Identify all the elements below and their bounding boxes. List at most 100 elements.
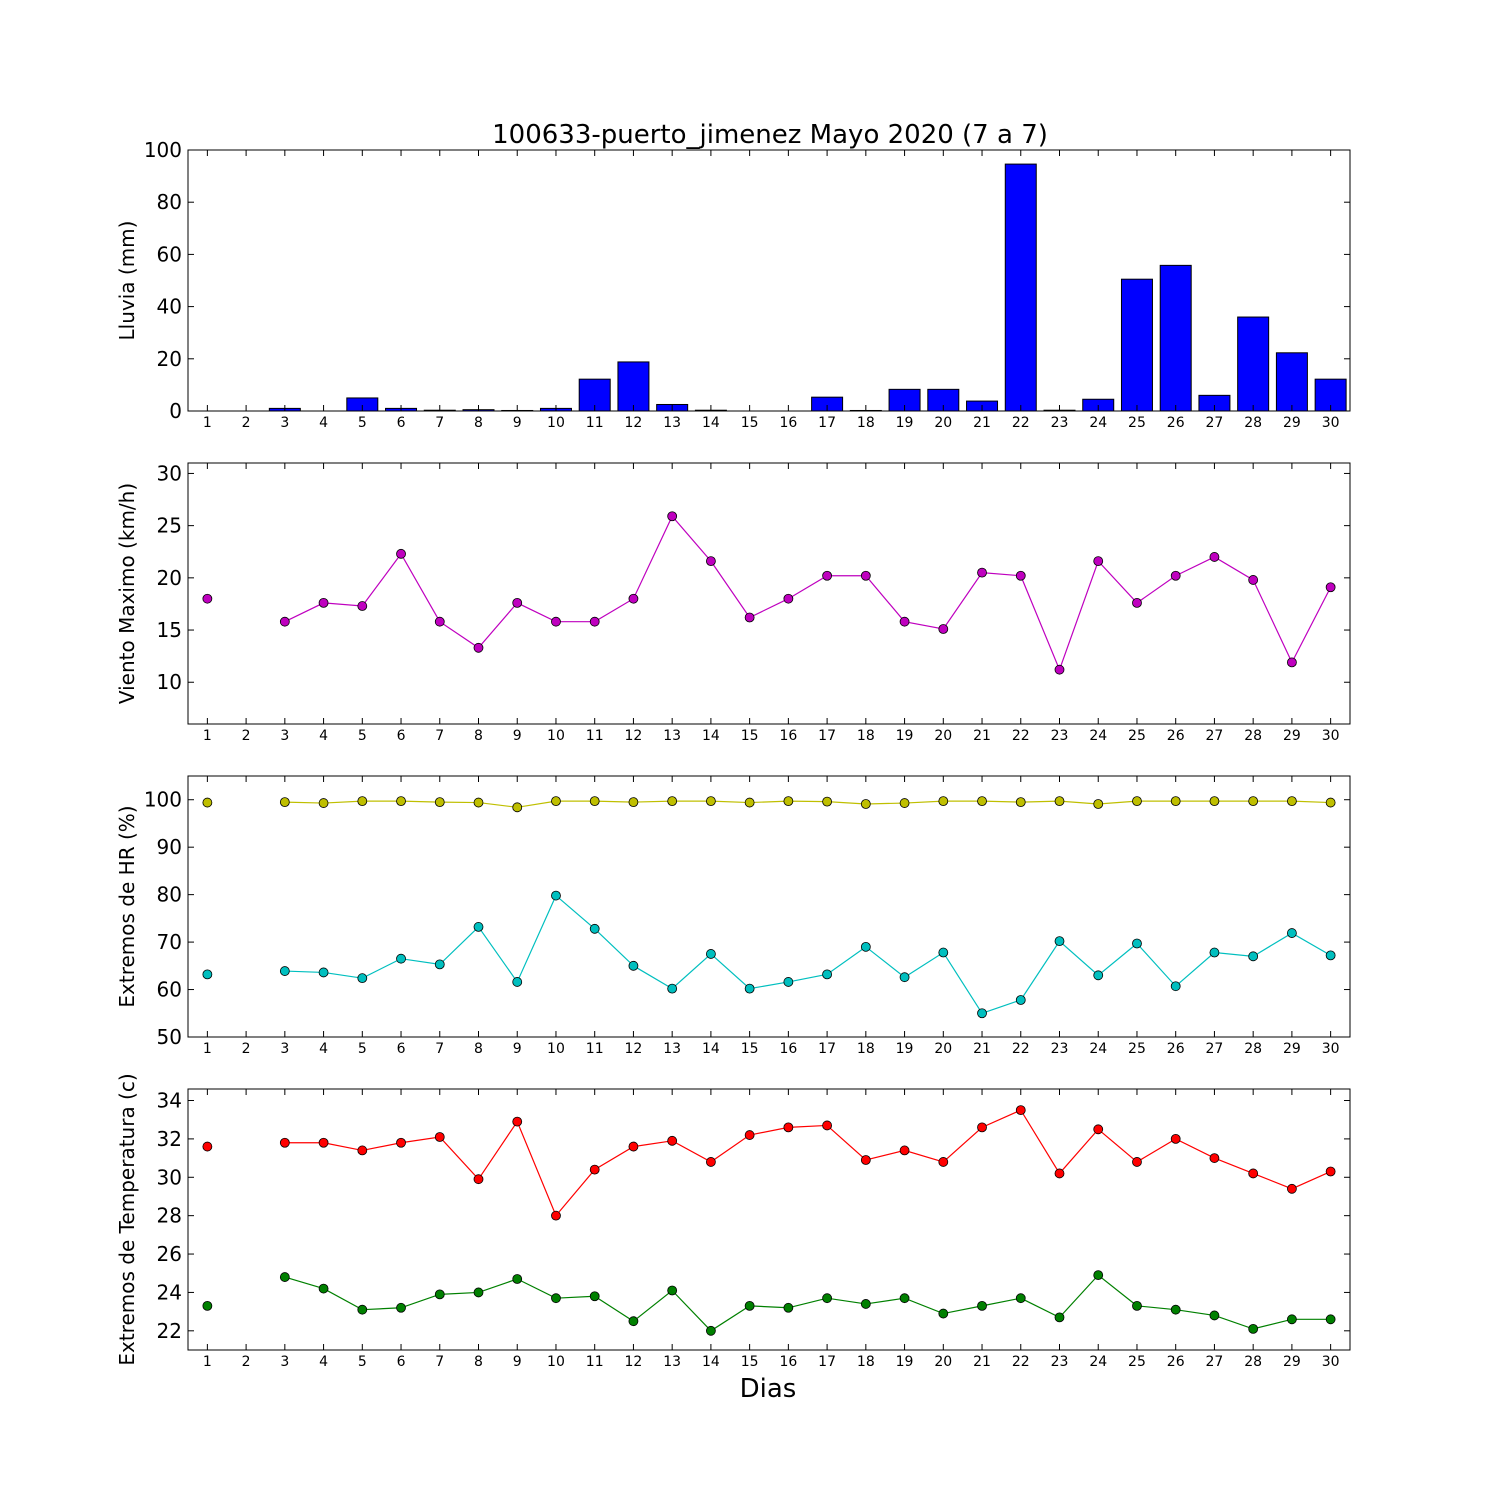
viento-series-1-point-day-11 bbox=[589, 616, 600, 627]
viento-xtick-label-10: 10 bbox=[547, 728, 565, 744]
hr-xtick-label-24: 24 bbox=[1089, 1041, 1107, 1057]
temp-ytick-label-30: 30 bbox=[157, 1165, 182, 1189]
hr-series-1-point-day-30 bbox=[1325, 797, 1336, 808]
temp-ytick-label-32: 32 bbox=[157, 1127, 182, 1151]
hr-y-axis-label: Extremos de HR (%) bbox=[115, 805, 139, 1007]
hr-series-1-point-day-12 bbox=[628, 797, 639, 807]
temp-xtick-label-19: 19 bbox=[896, 1354, 914, 1370]
viento-series-1-point-day-10 bbox=[551, 616, 561, 627]
temp-xtick-label-25: 25 bbox=[1128, 1354, 1146, 1370]
lluvia-xtick-label-23: 23 bbox=[1051, 415, 1069, 431]
lluvia-xtick-label-15: 15 bbox=[741, 415, 759, 431]
hr-ytick-label-100: 100 bbox=[144, 788, 182, 812]
hr-ytick-label-50: 50 bbox=[157, 1025, 182, 1049]
lluvia-xtick-label-5: 5 bbox=[358, 415, 367, 431]
viento-series-1-point-day-26 bbox=[1170, 570, 1181, 581]
lluvia-xtick-label-18: 18 bbox=[857, 415, 875, 431]
hr-series-1-point-day-14 bbox=[706, 796, 716, 807]
hr-series-1-point-day-24 bbox=[1093, 799, 1104, 809]
temp-xtick-label-21: 21 bbox=[973, 1354, 991, 1370]
temp-series-1-line-2 bbox=[284, 1109, 1331, 1217]
temp-xtick-label-12: 12 bbox=[625, 1354, 643, 1370]
temp-series-1-point-day-10 bbox=[551, 1210, 561, 1221]
viento-series-1-point-day-7 bbox=[434, 616, 445, 627]
temp-series-1-point-day-22 bbox=[1015, 1105, 1026, 1116]
hr-series-2-point-day-17 bbox=[822, 969, 832, 980]
lluvia-xtick-label-11: 11 bbox=[586, 415, 604, 431]
temp-series-2-point-day-7 bbox=[434, 1289, 445, 1300]
hr-xtick-label-30: 30 bbox=[1322, 1041, 1340, 1057]
hr-series-2-point-day-22 bbox=[1015, 995, 1026, 1005]
temp-xtick-label-4: 4 bbox=[319, 1354, 328, 1370]
temp-series-1-point-day-3 bbox=[279, 1137, 290, 1148]
viento-series-1-point-day-22 bbox=[1015, 570, 1026, 581]
temp-series-1-point-day-21 bbox=[977, 1122, 987, 1133]
hr-xtick-label-9: 9 bbox=[513, 1041, 522, 1057]
viento-series-1-point-day-16 bbox=[783, 593, 794, 604]
temp-series-1-point-day-9 bbox=[512, 1116, 523, 1127]
hr-series-2-point-day-12 bbox=[628, 960, 639, 971]
temp-series-2-point-day-19 bbox=[899, 1293, 910, 1304]
hr-series-1-point-day-23 bbox=[1054, 796, 1065, 807]
viento-xtick-label-8: 8 bbox=[474, 728, 483, 744]
hr-series-2-point-day-10 bbox=[551, 890, 561, 901]
hr-xtick-label-18: 18 bbox=[857, 1041, 875, 1057]
lluvia-xtick-label-29: 29 bbox=[1283, 415, 1301, 431]
temp-series-2-point-day-8 bbox=[473, 1287, 484, 1298]
hr-series-2-line-2 bbox=[284, 894, 1331, 1014]
temp-xtick-label-16: 16 bbox=[779, 1354, 797, 1370]
lluvia-ytick-label-20: 20 bbox=[157, 347, 182, 371]
temp-series-2-point-day-30 bbox=[1325, 1314, 1336, 1325]
viento-series-1-point-day-4 bbox=[318, 598, 329, 608]
hr-series-2-point-day-20 bbox=[938, 947, 949, 958]
viento-series-1-point-day-30 bbox=[1325, 582, 1336, 593]
viento-series-1-point-day-14 bbox=[706, 556, 716, 567]
viento-series-1-point-day-21 bbox=[977, 567, 987, 578]
temp-series-1-point-day-28 bbox=[1248, 1168, 1259, 1179]
viento-xtick-label-20: 20 bbox=[934, 728, 952, 744]
hr-series-2-point-day-28 bbox=[1248, 951, 1259, 962]
hr-series-1-point-day-3 bbox=[279, 797, 290, 807]
lluvia-ytick-label-0: 0 bbox=[169, 399, 182, 423]
hr-series-1-point-day-18 bbox=[860, 799, 871, 809]
temp-xtick-label-10: 10 bbox=[547, 1354, 565, 1370]
hr-series-1-point-day-8 bbox=[473, 797, 484, 808]
temp-xtick-label-2: 2 bbox=[242, 1354, 251, 1370]
viento-xtick-label-7: 7 bbox=[435, 728, 444, 744]
temp-series-2-point-day-9 bbox=[512, 1274, 523, 1284]
temp-series-1-point-day-13 bbox=[667, 1135, 678, 1146]
lluvia-xtick-label-21: 21 bbox=[973, 415, 991, 431]
temp-series-1-point-day-19 bbox=[899, 1145, 910, 1156]
temp-series-1-point-day-25 bbox=[1132, 1157, 1142, 1167]
hr-series-1-point-day-11 bbox=[589, 796, 600, 807]
viento-xtick-label-22: 22 bbox=[1012, 728, 1030, 744]
temp-series-2-point-day-15 bbox=[744, 1300, 755, 1311]
hr-xtick-label-25: 25 bbox=[1128, 1041, 1146, 1057]
hr-xtick-label-8: 8 bbox=[474, 1041, 483, 1057]
hr-series-2-point-day-8 bbox=[473, 922, 484, 932]
temp-ytick-label-28: 28 bbox=[157, 1204, 182, 1228]
x-axis-label: Dias bbox=[740, 1374, 797, 1404]
hr-series-1-point-day-25 bbox=[1132, 796, 1142, 807]
temp-xtick-label-26: 26 bbox=[1167, 1354, 1185, 1370]
temp-series-1-point-day-8 bbox=[473, 1174, 484, 1185]
viento-series-1-point-day-8 bbox=[473, 642, 484, 653]
lluvia-y-axis-label: Lluvia (mm) bbox=[115, 221, 139, 341]
temp-series-1-point-day-24 bbox=[1093, 1124, 1104, 1135]
viento-xtick-label-14: 14 bbox=[702, 728, 720, 744]
lluvia-xtick-label-6: 6 bbox=[397, 415, 406, 431]
hr-xtick-label-23: 23 bbox=[1051, 1041, 1069, 1057]
viento-series-1-point-day-12 bbox=[628, 593, 639, 604]
temp-series-2-point-day-5 bbox=[357, 1304, 368, 1315]
lluvia-xtick-label-17: 17 bbox=[818, 415, 836, 431]
hr-xtick-label-26: 26 bbox=[1167, 1041, 1185, 1057]
lluvia-xtick-label-7: 7 bbox=[435, 415, 444, 431]
hr-series-1-point-day-4 bbox=[318, 798, 329, 808]
temp-xtick-label-29: 29 bbox=[1283, 1354, 1301, 1370]
viento-ytick-label-25: 25 bbox=[157, 514, 182, 538]
hr-xtick-label-17: 17 bbox=[818, 1041, 836, 1057]
hr-ytick-label-80: 80 bbox=[157, 883, 182, 907]
